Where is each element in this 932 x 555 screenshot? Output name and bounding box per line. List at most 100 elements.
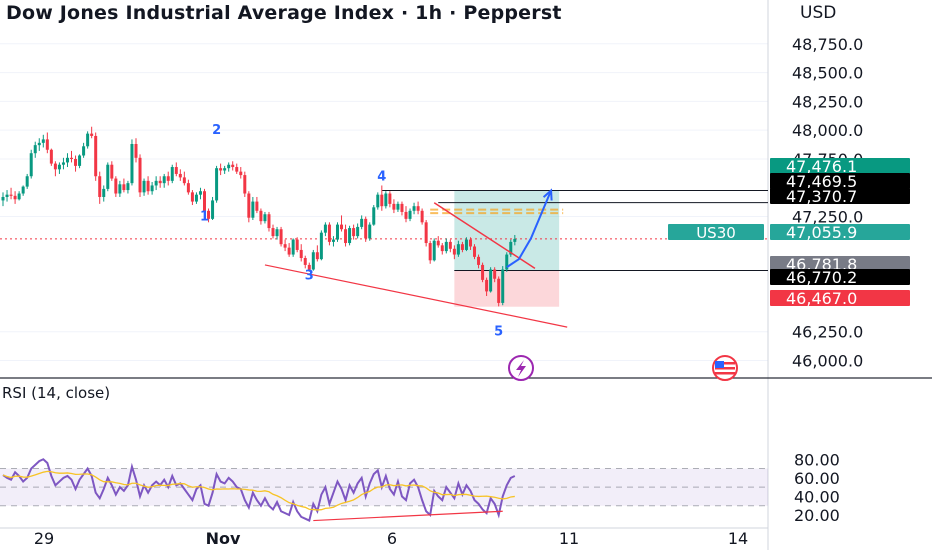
candle: [468, 237, 472, 250]
candle-body: [473, 246, 477, 257]
candle-body: [456, 244, 460, 255]
price-tick-label: 48,250.0: [792, 92, 863, 111]
candle: [90, 126, 94, 139]
wedge-trendline[interactable]: [433, 202, 536, 270]
lightning-event-icon[interactable]: [508, 355, 534, 381]
candle-body: [513, 238, 517, 242]
candle-body: [57, 164, 61, 170]
candle: [219, 163, 223, 176]
candle-body: [436, 240, 440, 246]
time-tick-label: 6: [387, 529, 397, 548]
candle-body: [203, 191, 206, 211]
candle-body: [485, 279, 489, 292]
wave-label[interactable]: 5: [494, 325, 503, 340]
time-tick-label: 14: [728, 529, 748, 548]
candle: [384, 191, 388, 209]
candle-body: [86, 133, 90, 147]
projection-path[interactable]: [506, 190, 553, 269]
candle-body: [166, 176, 170, 181]
candle: [505, 252, 509, 272]
candle: [231, 161, 235, 171]
candle: [53, 161, 57, 177]
candle-body: [194, 194, 198, 202]
wave-label[interactable]: 4: [377, 169, 386, 184]
rsi-title: RSI (14, close): [2, 384, 110, 402]
candle: [319, 230, 323, 261]
candle: [227, 162, 231, 172]
candle: [464, 237, 468, 252]
candle: [122, 178, 126, 193]
candle-body: [78, 155, 82, 166]
candle: [118, 180, 122, 197]
candle-body: [211, 200, 215, 219]
candle: [477, 254, 481, 269]
candle-body: [509, 241, 513, 255]
time-axis[interactable]: 29 Nov 6 11 14: [34, 529, 748, 548]
candle-body: [275, 229, 279, 237]
candle-body: [364, 218, 368, 239]
candle-body: [263, 214, 267, 222]
candle: [41, 134, 45, 148]
candle: [513, 234, 517, 246]
candle-body: [94, 135, 98, 177]
candle-body: [497, 278, 501, 303]
candle-body: [368, 224, 372, 239]
candle-body: [49, 149, 53, 164]
wave-label[interactable]: 1: [200, 210, 209, 225]
candle-body: [1, 196, 5, 201]
candle: [94, 132, 98, 181]
candle-body: [235, 167, 239, 172]
candle-body: [146, 180, 150, 192]
candle-body: [440, 245, 444, 252]
candle: [412, 202, 416, 215]
candle-body: [271, 228, 275, 237]
candle: [307, 262, 311, 272]
candle-body: [489, 269, 493, 292]
price-tick-label: 48,500.0: [792, 64, 863, 83]
price-tag-background: [770, 188, 910, 204]
candle: [291, 238, 295, 257]
candle: [267, 211, 271, 232]
symbol-tag-label[interactable]: US30: [696, 224, 736, 242]
candle-body: [400, 203, 404, 212]
candle-body: [90, 133, 94, 136]
price-support-trendline[interactable]: [264, 264, 568, 328]
candle-body: [243, 175, 247, 194]
candle: [497, 276, 501, 307]
candle: [158, 176, 162, 188]
candle-body: [122, 184, 126, 191]
stop-zone[interactable]: [454, 270, 560, 307]
candle: [372, 205, 376, 226]
candle: [1, 192, 5, 207]
candle: [33, 141, 37, 158]
candle-body: [376, 194, 380, 208]
symbol-tag-background[interactable]: [668, 224, 764, 240]
wave-label[interactable]: 3: [305, 268, 314, 283]
candle: [489, 267, 493, 293]
candle-body: [424, 222, 428, 244]
candle-body: [380, 194, 384, 207]
candle: [448, 239, 452, 253]
wave-labels[interactable]: 1 2 3 4 5: [200, 123, 503, 340]
candle: [17, 191, 21, 201]
price-tick-label: 47,250.0: [792, 208, 863, 227]
price-tag-background: [770, 290, 910, 306]
drawings[interactable]: [264, 188, 568, 328]
candle: [364, 216, 368, 242]
rsi-tick-label: 40.00: [794, 487, 840, 506]
candle: [142, 178, 146, 196]
us-flag-icon[interactable]: [712, 355, 738, 381]
candle-body: [130, 143, 134, 184]
candle-body: [110, 164, 114, 179]
candle: [70, 150, 74, 163]
candle: [323, 222, 327, 237]
candle: [299, 244, 303, 262]
candle: [150, 182, 154, 195]
currency-label[interactable]: USD: [800, 3, 837, 23]
candle-body: [331, 239, 335, 242]
candle-body: [82, 146, 86, 156]
candle-body: [126, 183, 130, 191]
candle-body: [412, 206, 416, 211]
wave-label[interactable]: 2: [212, 123, 221, 138]
